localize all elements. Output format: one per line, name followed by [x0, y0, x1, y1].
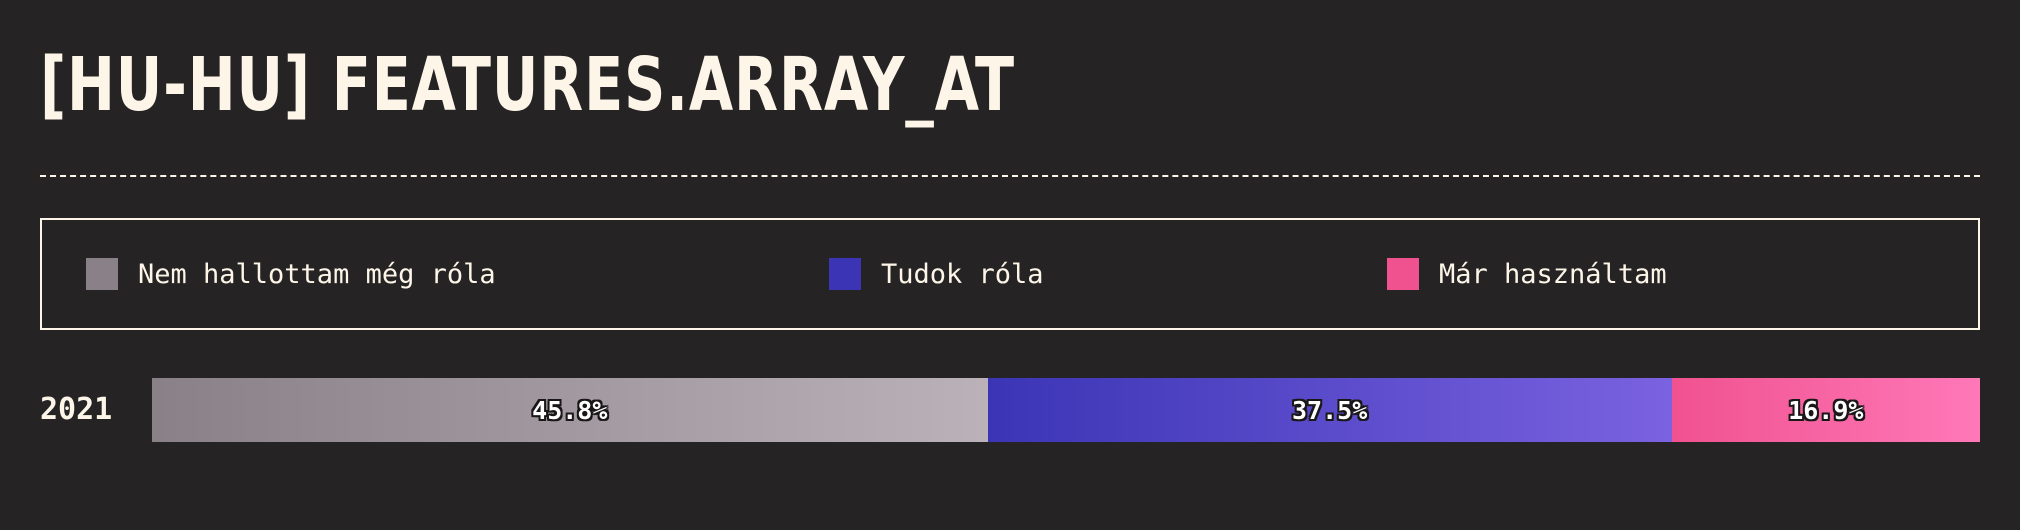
stacked-bar: 45.8% 37.5% 16.9% [152, 378, 1980, 442]
legend-label-know-about: Tudok róla [881, 258, 1044, 290]
legend-label-never-heard: Nem hallottam még róla [138, 258, 496, 290]
legend-swatch-know-about [829, 258, 861, 290]
bar-segment-used-it[interactable]: 16.9% [1671, 378, 1980, 442]
bar-segment-used-it-label: 16.9% [1788, 395, 1864, 425]
legend: Nem hallottam még róla Tudok róla Már ha… [40, 218, 1980, 330]
legend-item-never-heard[interactable]: Nem hallottam még róla [86, 258, 496, 290]
bar-segment-never-heard-label: 45.8% [532, 395, 608, 425]
legend-label-used-it: Már használtam [1439, 258, 1667, 290]
bar-segment-never-heard[interactable]: 45.8% [152, 378, 988, 442]
row-label-year: 2021 [40, 392, 113, 427]
legend-item-used-it[interactable]: Már használtam [1387, 258, 1667, 290]
bar-segment-know-about-label: 37.5% [1291, 395, 1368, 425]
title-divider [40, 175, 1980, 177]
legend-swatch-used-it [1387, 258, 1419, 290]
legend-item-know-about[interactable]: Tudok róla [829, 258, 1044, 290]
legend-swatch-never-heard [86, 258, 118, 290]
bar-segment-know-about[interactable]: 37.5% [987, 378, 1672, 442]
chart-title: [HU-HU] FEATURES.ARRAY_AT [40, 42, 1015, 128]
